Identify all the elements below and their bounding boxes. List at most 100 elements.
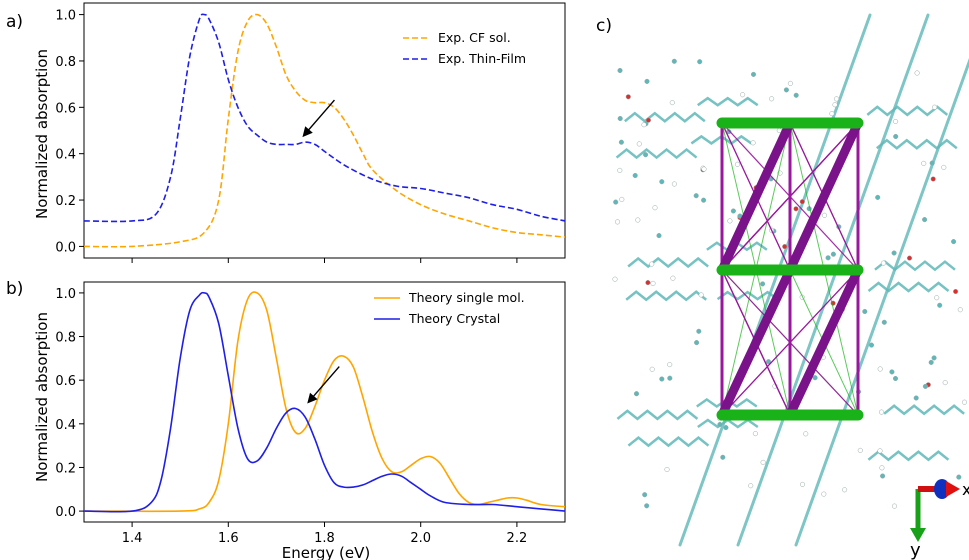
atom — [842, 487, 848, 493]
atom — [619, 196, 625, 202]
atom — [635, 217, 641, 223]
atom — [617, 167, 623, 173]
y-tick-label: 1.0 — [55, 9, 76, 24]
atom — [760, 281, 766, 287]
alkyl-chain — [616, 409, 699, 421]
atom — [696, 328, 702, 334]
alkyl-chain — [874, 260, 956, 272]
atom — [931, 355, 937, 361]
atom — [942, 380, 948, 386]
atom — [641, 122, 647, 128]
panel-label-b: b) — [6, 279, 23, 299]
atom — [793, 206, 799, 212]
series-line-theory-single-mol- — [84, 291, 565, 513]
alkyl-chain — [624, 111, 706, 123]
bond-segment — [721, 269, 859, 416]
atom — [829, 111, 835, 117]
y-tick-label: 0.4 — [55, 148, 76, 163]
atom — [893, 118, 899, 125]
atom — [645, 117, 651, 123]
atom — [893, 133, 899, 140]
atom — [671, 58, 677, 64]
bond-segment — [785, 265, 863, 420]
alkyl-chain — [627, 436, 710, 448]
alkyl-chain — [615, 147, 698, 160]
atom — [740, 92, 746, 98]
atom — [951, 239, 957, 245]
atom — [625, 94, 631, 100]
legend-label: Exp. Thin-Film — [438, 51, 526, 66]
atom — [656, 233, 662, 239]
atom — [645, 280, 651, 286]
bond-segment — [721, 122, 859, 271]
y-tick-label: 0.6 — [55, 101, 76, 116]
atom — [932, 104, 938, 110]
atom — [644, 503, 650, 509]
atom — [832, 102, 838, 108]
atom — [787, 80, 793, 86]
atom — [961, 399, 968, 405]
atom — [720, 454, 726, 460]
atom — [650, 280, 656, 286]
bond-segment — [678, 13, 872, 547]
alkyl-chain — [697, 418, 759, 429]
atom — [734, 161, 741, 167]
x-tick-label: 1.6 — [218, 531, 239, 546]
atom — [914, 70, 920, 76]
atom — [659, 376, 665, 382]
atom — [613, 199, 619, 205]
atom — [717, 421, 723, 428]
y-tick-label: 0.2 — [55, 461, 76, 476]
atom — [614, 219, 621, 225]
atom — [821, 212, 828, 218]
atom — [875, 194, 881, 200]
atom — [934, 295, 940, 301]
legend-label: Theory single mol. — [408, 290, 525, 305]
legend-label: Exp. CF sol. — [438, 30, 511, 45]
atom — [891, 250, 897, 256]
atom — [750, 140, 756, 146]
atom — [643, 152, 649, 158]
y-tick-label: 0.8 — [55, 55, 76, 70]
atom — [667, 362, 673, 368]
crystal-structure-image — [612, 13, 969, 547]
atom — [769, 96, 775, 102]
atom — [793, 92, 799, 98]
legend-label: Theory Crystal — [408, 311, 500, 326]
atom — [880, 473, 886, 479]
series-line-exp-cf-sol- — [84, 13, 565, 248]
atom — [760, 459, 766, 465]
atom — [889, 369, 895, 375]
atom — [782, 244, 788, 250]
atom — [671, 181, 677, 187]
y-axis-triad-label: y — [910, 540, 921, 560]
bond-segment — [736, 13, 930, 547]
y-axis-label-a: Normalized absorption — [33, 49, 51, 219]
atom — [617, 67, 623, 74]
x-tick-label: 1.4 — [122, 531, 143, 546]
x-tick-label: 2.2 — [507, 531, 528, 546]
plot-b: 0.0 0.2 0.4 0.6 0.8 1.0 1.4 1.6 1.8 2.0 2.2 Theory … — [55, 281, 566, 546]
atom — [877, 448, 883, 454]
bond-segment — [785, 118, 863, 275]
atom — [913, 395, 919, 401]
y-tick-label: 0.2 — [55, 194, 76, 209]
atom — [799, 199, 805, 205]
alkyl-chain — [716, 290, 779, 301]
bond-segment — [717, 265, 795, 420]
atom — [649, 366, 655, 372]
atom — [799, 481, 806, 487]
atom — [752, 431, 758, 437]
alkyl-chain — [625, 290, 707, 302]
alkyl-chain — [867, 281, 950, 293]
alkyl-chain — [883, 404, 965, 416]
atom — [941, 164, 947, 170]
x-axis-label: Energy (eV) — [282, 544, 370, 560]
atom — [953, 288, 959, 295]
atom — [868, 342, 875, 348]
atom — [664, 466, 670, 473]
atom — [862, 308, 868, 315]
axis-triad-icon: x y — [910, 479, 969, 560]
atom — [881, 319, 887, 325]
